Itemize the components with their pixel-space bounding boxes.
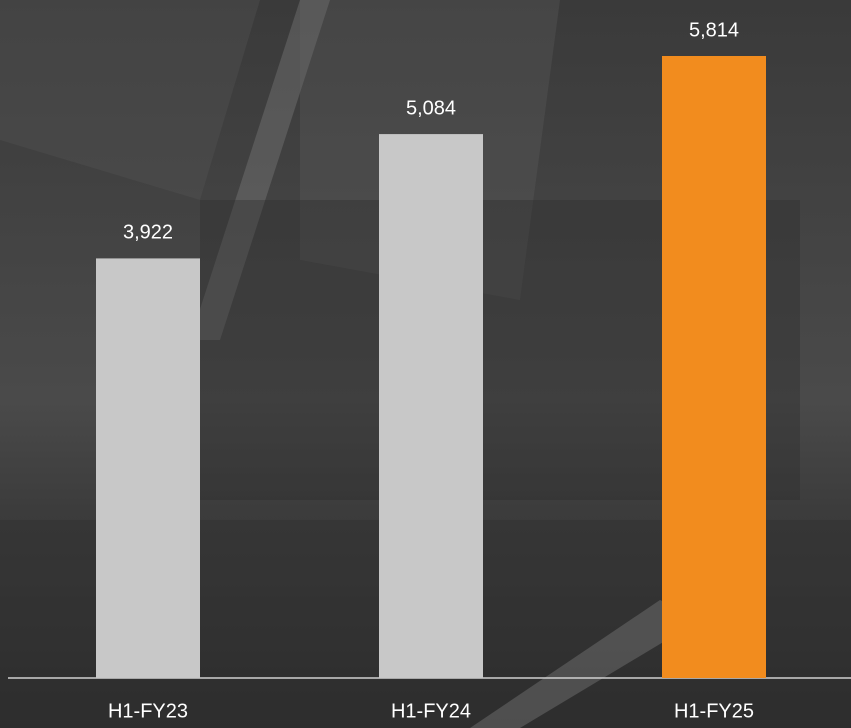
value-label: 3,922 [123, 222, 173, 244]
bar [662, 56, 766, 678]
value-label: 5,084 [406, 97, 456, 119]
x-tick-label: H1-FY25 [674, 700, 754, 722]
chart: 3,922 H1-FY23 5,084 H1-FY24 5,814 H1-FY25 [0, 0, 851, 728]
bar [379, 134, 483, 678]
value-label: 5,814 [689, 19, 739, 41]
x-tick-label: H1-FY24 [391, 700, 471, 722]
page: {"chart_data": {"type": "bar", "categori… [0, 0, 851, 728]
bar [96, 258, 200, 678]
x-tick-label: H1-FY23 [108, 700, 188, 722]
